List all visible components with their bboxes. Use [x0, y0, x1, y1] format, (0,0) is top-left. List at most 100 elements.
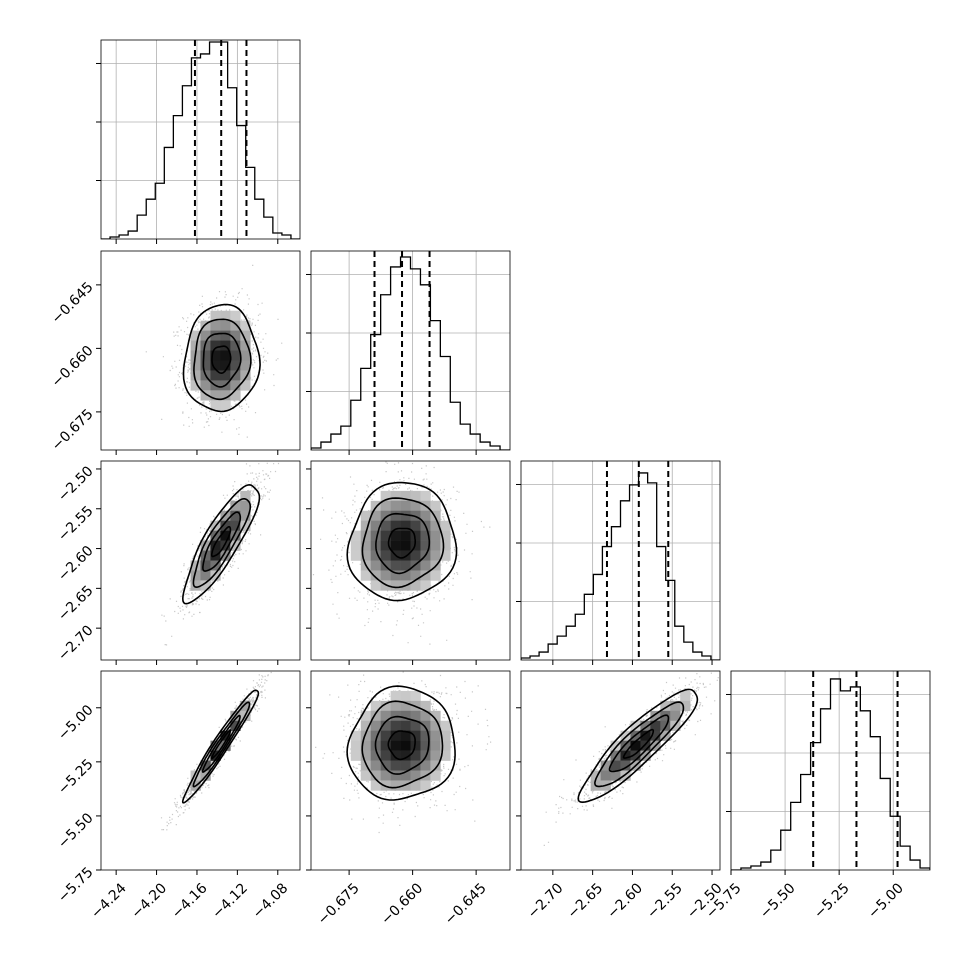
density-cell: [410, 710, 421, 722]
density-cell: [410, 720, 421, 731]
density-cell: [240, 340, 251, 351]
density-cell: [210, 310, 221, 321]
xtick-label-2-0: −2.70: [525, 880, 567, 922]
density-cell: [210, 360, 221, 371]
density-cell: [370, 770, 381, 781]
density-cell: [380, 550, 391, 561]
contour-3-0-2: [192, 701, 251, 788]
density-cell: [670, 720, 681, 731]
density-cell: [400, 530, 411, 541]
density-cell: [420, 560, 431, 571]
density-cell: [620, 750, 631, 761]
contour-3-0-3: [181, 689, 260, 804]
contour-3-2-0: [622, 728, 655, 759]
hist-steps-2: [521, 472, 720, 660]
density-cell: [200, 760, 211, 771]
contour-3-1-1: [374, 715, 430, 775]
density-cell: [680, 700, 691, 712]
panel-2-1: [310, 460, 511, 661]
density-cell: [200, 360, 211, 371]
density-cell: [240, 380, 251, 391]
density-cell: [440, 730, 451, 741]
density-cell: [430, 530, 441, 541]
panel-content-3-2: [543, 672, 719, 846]
density-cell: [420, 570, 431, 581]
panel-3-2: [520, 670, 721, 871]
density-cell: [200, 390, 211, 401]
density-cell: [420, 540, 431, 551]
density-cell: [220, 550, 231, 561]
frame-2-0: [100, 460, 301, 661]
density-cell: [640, 720, 651, 731]
density-cell: [380, 700, 391, 712]
hist-panel-0: [96, 39, 301, 240]
density-cell: [440, 750, 451, 761]
density-cell: [400, 490, 411, 502]
density-cell: [190, 330, 201, 341]
xtick-label-0-1: −4.20: [129, 880, 171, 922]
density-cell: [440, 520, 451, 531]
density-cell: [220, 310, 231, 321]
density-cell: [430, 570, 441, 581]
density-cell: [200, 580, 211, 591]
density-cell: [430, 720, 441, 731]
xtick-label-3-3: −5.00: [865, 880, 907, 922]
density-cell: [390, 520, 401, 531]
frame-d-3: [730, 670, 931, 871]
density-cell: [220, 540, 231, 551]
density-cell: [610, 760, 621, 771]
density-cell: [390, 500, 401, 512]
contour-3-0-1: [201, 714, 241, 773]
density-cell: [240, 350, 251, 361]
density-cell: [410, 570, 421, 581]
contour-1-0-1: [202, 332, 242, 388]
density-cell: [650, 730, 661, 741]
density-cell: [220, 350, 231, 361]
panel-content-2-1: [312, 461, 491, 645]
density-cell: [210, 370, 221, 381]
ytick-label-1-0: −0.675: [49, 406, 97, 454]
density-cell: [410, 580, 421, 591]
density-cell: [630, 740, 641, 751]
density-cell: [410, 500, 421, 512]
panel-3-0: [100, 670, 301, 871]
density-cell: [220, 370, 231, 381]
density-cell: [230, 310, 241, 321]
hist-panel-1: [306, 250, 511, 451]
hist-steps-3: [731, 678, 930, 870]
density-cell: [410, 520, 421, 531]
frame-d-2: [520, 460, 721, 661]
contour-2-1-0: [387, 527, 416, 559]
density-cell: [410, 740, 421, 751]
density-cell: [390, 690, 401, 702]
density-cell: [210, 390, 221, 401]
panel-1-0: [100, 250, 301, 451]
density-cell: [190, 580, 201, 591]
density-cell: [230, 360, 241, 371]
hist-panel-3: [726, 670, 931, 871]
density-cell: [620, 760, 631, 771]
density-cell: [220, 530, 231, 541]
density-cell: [390, 780, 401, 791]
density-cell: [650, 710, 661, 722]
contour-3-2-2: [594, 701, 685, 788]
density-cell: [440, 530, 451, 541]
density-cell: [410, 750, 421, 761]
density-cell: [400, 710, 411, 722]
density-cell: [660, 700, 671, 712]
density-cell: [220, 520, 231, 531]
density-cell: [380, 490, 391, 502]
density-cell: [200, 330, 211, 341]
density-cell: [390, 490, 401, 502]
xtick-label-0-4: −4.08: [250, 880, 292, 922]
density-cell: [400, 540, 411, 551]
density-cell: [370, 520, 381, 531]
density-cell: [590, 770, 601, 781]
density-cell: [400, 740, 411, 751]
density-cell: [230, 540, 241, 551]
density-cell: [220, 360, 231, 371]
density-cell: [210, 400, 221, 411]
density-cell: [350, 740, 362, 751]
density-cell: [390, 510, 401, 521]
density-cell: [610, 740, 621, 751]
